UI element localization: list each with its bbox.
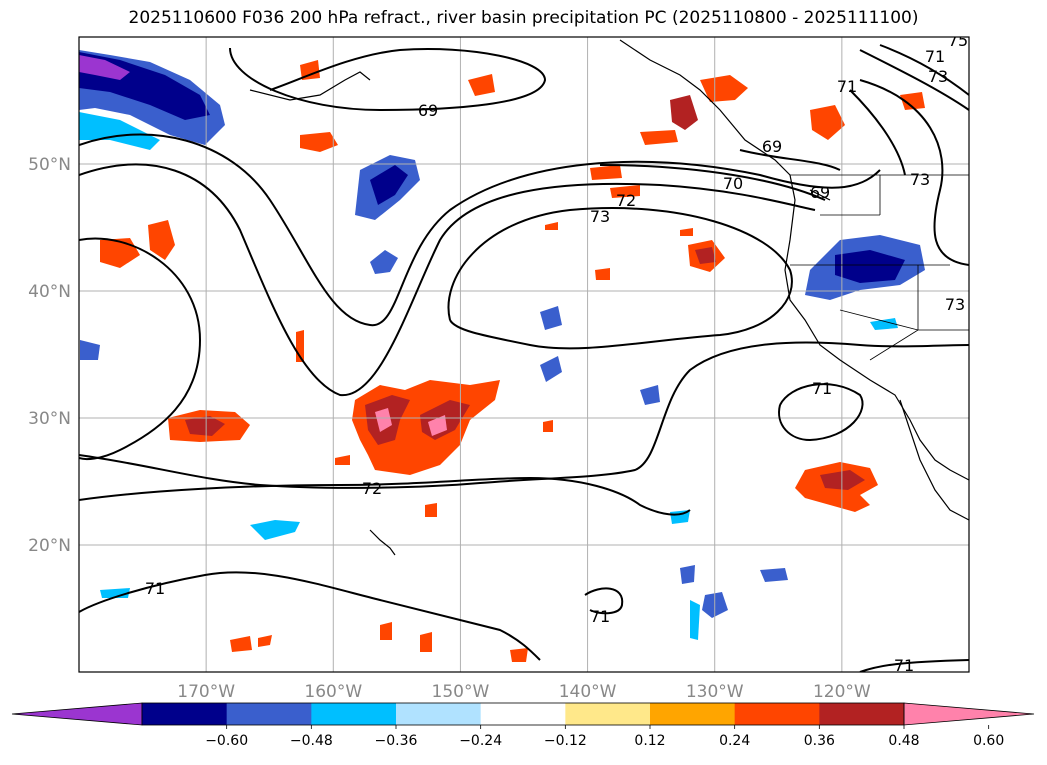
colorbar-segment — [142, 703, 228, 725]
contour-label: 71 — [590, 607, 610, 626]
contour-label: 69 — [810, 183, 830, 202]
colorbar-segment — [480, 703, 566, 725]
contour-label: 69 — [762, 137, 782, 156]
colorbar-tick-label: −0.36 — [375, 733, 418, 749]
lon-tick-label: 170°W — [177, 682, 235, 702]
colorbar-tick-label: 0.60 — [973, 733, 1004, 749]
lat-tick-label: 50°N — [28, 155, 71, 175]
contour-label: 71 — [894, 656, 914, 675]
contour-label: 71 — [925, 47, 945, 66]
lat-tick-label: 40°N — [28, 282, 71, 302]
colorbar-extend-high — [903, 702, 1035, 726]
colorbar-segment — [226, 703, 312, 725]
contour-label: 72 — [362, 479, 382, 498]
precip-shading — [79, 50, 925, 662]
contour-label: 71 — [837, 77, 857, 96]
colorbar-tick-label: 0.12 — [634, 733, 665, 749]
political-boundaries — [790, 174, 969, 361]
map-title: 2025110600 F036 200 hPa refract., river … — [128, 8, 919, 28]
lat-tick-label: 20°N — [28, 536, 71, 556]
colorbar-labels: −0.60 −0.48 −0.36 −0.24 −0.12 0.12 0.24 0.36 0.4… — [205, 725, 1004, 749]
lat-tick-label: 30°N — [28, 409, 71, 429]
contour-label: 73 — [945, 295, 965, 314]
map-frame — [78, 36, 970, 673]
colorbar-tick-label: 0.48 — [888, 733, 919, 749]
longitude-labels: 170°W 160°W 150°W 140°W 130°W 120°W — [177, 682, 871, 702]
lon-tick-label: 120°W — [813, 682, 871, 702]
contour-label: 69 — [418, 101, 438, 120]
lon-tick-label: 140°W — [559, 682, 617, 702]
contour-label: 73 — [590, 207, 610, 226]
map-background — [79, 37, 969, 672]
colorbar-segment — [311, 703, 397, 725]
contour-label: 71 — [145, 579, 165, 598]
contour-label: 72 — [616, 191, 636, 210]
contour-labels: 69 69 69 70 71 71 71 71 71 71 72 72 73 7… — [145, 31, 968, 675]
colorbar-tick-label: −0.24 — [459, 733, 502, 749]
coastlines — [249, 39, 969, 556]
colorbar-segment — [565, 703, 651, 725]
colorbar-segment — [734, 703, 820, 725]
lon-tick-label: 130°W — [686, 682, 744, 702]
contour-label: 73 — [910, 170, 930, 189]
colorbar-tick-label: 0.36 — [804, 733, 835, 749]
contour-label: 71 — [812, 379, 832, 398]
colorbar — [11, 702, 1035, 726]
contour-label: 73 — [928, 67, 948, 86]
contour-label: 75 — [948, 31, 968, 50]
colorbar-segment — [650, 703, 736, 725]
refractivity-contours — [79, 44, 969, 672]
colorbar-segment — [819, 703, 905, 725]
colorbar-segment — [396, 703, 482, 725]
colorbar-tick-label: −0.48 — [290, 733, 333, 749]
colorbar-frame — [141, 702, 905, 726]
colorbar-extend-low — [11, 702, 143, 726]
colorbar-tick-label: 0.24 — [719, 733, 750, 749]
lon-tick-label: 150°W — [432, 682, 490, 702]
colorbar-tick-label: −0.12 — [544, 733, 587, 749]
latitude-labels: 50°N 40°N 30°N 20°N — [28, 155, 71, 556]
lon-tick-label: 160°W — [304, 682, 362, 702]
colorbar-tick-label: −0.60 — [205, 733, 248, 749]
contour-label: 70 — [723, 174, 743, 193]
